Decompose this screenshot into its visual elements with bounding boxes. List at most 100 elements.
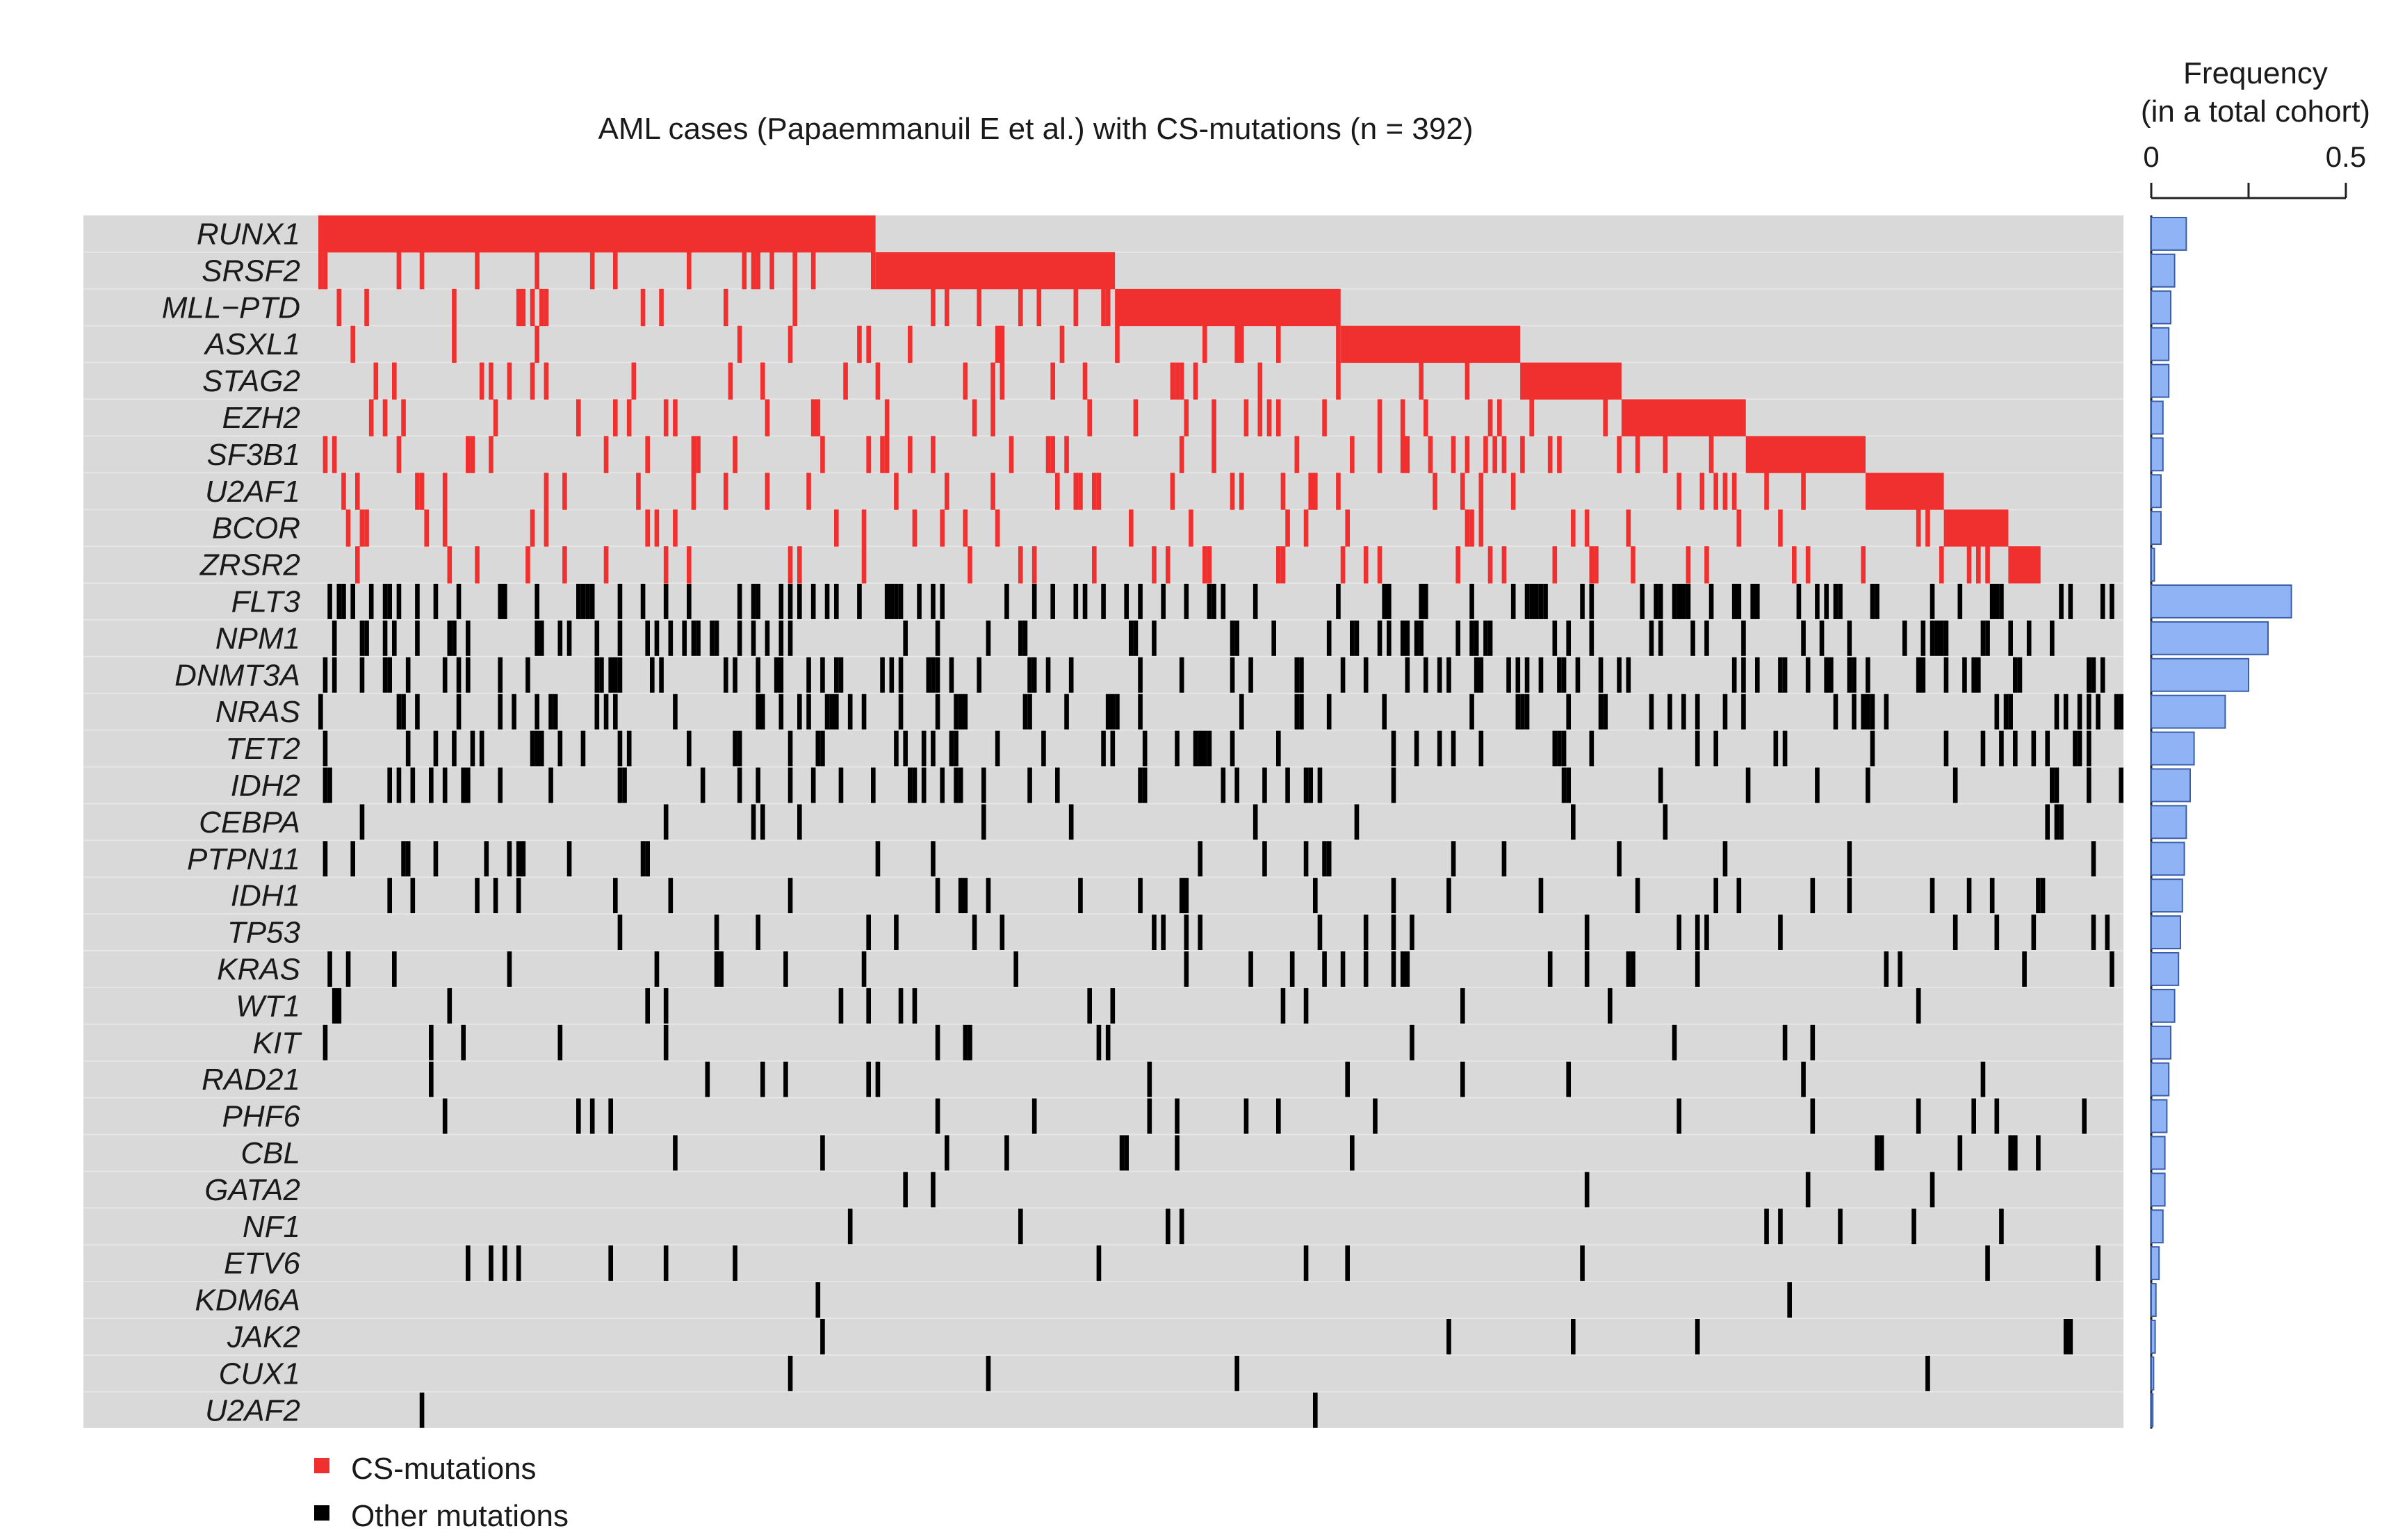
other-mutation-mark	[1363, 915, 1369, 950]
other-mutation-mark	[1243, 1098, 1249, 1134]
cs-mark	[1722, 473, 1728, 510]
frequency-bar-mll-ptd	[2151, 290, 2171, 325]
cs-mark	[880, 436, 885, 473]
other-mutation-mark	[1303, 1245, 1309, 1281]
other-mutation-mark	[323, 657, 328, 693]
cs-mark	[724, 288, 728, 327]
other-mutation-mark	[613, 657, 618, 693]
row-dividers	[83, 251, 2123, 1393]
chart-title: AML cases (Papaemmanuil E et al.) with C…	[598, 112, 1473, 146]
other-mutation-mark	[1957, 1135, 1963, 1171]
cs-mark	[1469, 509, 1474, 547]
cs-mark	[945, 288, 949, 327]
other-mutation-mark	[1212, 584, 1216, 619]
other-mutation-mark	[535, 730, 539, 767]
other-mutation-mark	[1561, 730, 1567, 767]
other-mutation-mark	[963, 878, 968, 914]
cs-mark	[1243, 399, 1249, 436]
other-mutation-mark	[1552, 730, 1558, 767]
other-mutation-mark	[756, 915, 760, 950]
cs-mark	[1202, 546, 1207, 584]
other-mutation-mark	[931, 841, 936, 877]
cs-mark	[489, 436, 494, 473]
gene-label-nf1: NF1	[243, 1210, 300, 1244]
other-mutation-mark	[857, 584, 862, 619]
other-mutation-mark	[1589, 620, 1594, 656]
other-mutation-mark	[1898, 951, 1902, 987]
other-mutation-mark	[1934, 620, 1939, 656]
other-mutation-mark	[1943, 657, 1949, 693]
cs-mark	[815, 399, 821, 436]
cs-mark	[1805, 546, 1811, 584]
other-mutation-mark	[1773, 730, 1779, 767]
other-mutation-mark	[1819, 620, 1825, 656]
other-mutation-mark	[1455, 620, 1460, 656]
frequency-bar-asxl1	[2151, 327, 2170, 361]
other-mutation-mark	[1234, 620, 1239, 656]
other-mutation-mark	[382, 584, 388, 619]
other-mutation-mark	[1262, 841, 1267, 877]
other-mutation-mark	[912, 767, 917, 803]
cs-mark	[636, 473, 641, 510]
cs-mark	[1492, 436, 1497, 473]
frequency-bar-ezh2	[2151, 400, 2164, 435]
cs-mark	[530, 509, 535, 547]
other-mutation-mark	[871, 767, 876, 803]
cs-mark	[1510, 473, 1516, 510]
cs-mark	[1460, 473, 1465, 510]
other-mutation-mark	[1617, 657, 1622, 693]
other-mutation-mark	[1179, 1209, 1184, 1245]
other-mutation-mark	[461, 767, 466, 803]
other-mutation-mark	[1875, 1135, 1879, 1171]
other-mutation-mark	[2073, 730, 2078, 767]
frequency-bar-phf6	[2151, 1099, 2168, 1133]
other-mutation-mark	[594, 657, 600, 693]
other-mutation-mark	[1419, 584, 1424, 619]
other-mutation-mark	[1635, 878, 1640, 914]
other-mutation-mark	[1410, 915, 1414, 950]
other-mutation-mark	[1027, 657, 1032, 693]
other-mutation-mark	[1175, 730, 1180, 767]
other-mutation-mark	[894, 730, 899, 767]
cs-block-9	[2008, 546, 2041, 584]
other-mutation-mark	[498, 584, 503, 619]
other-mutation-mark	[889, 657, 895, 693]
other-mutation-mark	[1884, 951, 1889, 987]
frequency-bar-idh1	[2151, 878, 2183, 913]
other-mutation-mark	[1695, 915, 1700, 950]
cs-mark	[788, 546, 793, 584]
cs-mark	[1925, 509, 1930, 547]
other-mutation-mark	[1460, 988, 1465, 1024]
other-mutation-mark	[1138, 657, 1143, 693]
other-mutation-mark	[1336, 584, 1341, 619]
other-mutation-mark	[921, 730, 927, 767]
other-mutation-mark	[1884, 694, 1889, 730]
other-mutation-mark	[1354, 620, 1360, 656]
cs-mark	[475, 546, 480, 584]
other-mutation-mark	[1239, 694, 1244, 730]
other-mutation-mark	[1133, 620, 1139, 656]
other-mutation-mark	[327, 767, 332, 803]
cs-mark	[1377, 546, 1382, 584]
other-mutation-mark	[834, 584, 839, 619]
other-mutation-mark	[392, 620, 397, 656]
cs-mark	[1050, 436, 1055, 473]
other-mutation-mark	[1952, 767, 1958, 803]
other-mutation-mark	[1833, 584, 1838, 619]
other-mutation-mark	[1866, 657, 1870, 693]
cs-mark	[1699, 473, 1705, 510]
other-mutation-mark	[1524, 657, 1530, 693]
cs-mark	[884, 436, 890, 473]
other-mutation-mark	[387, 584, 392, 619]
other-mutation-mark	[1193, 730, 1198, 767]
other-mutation-mark	[1096, 1024, 1102, 1060]
other-mutation-mark	[1695, 951, 1700, 987]
other-mutation-mark	[442, 767, 448, 803]
other-mutation-mark	[415, 584, 420, 619]
other-mutation-mark	[2013, 1135, 2018, 1171]
cs-mark	[792, 288, 797, 327]
other-mutation-mark	[461, 1024, 466, 1060]
other-mutation-mark	[1303, 841, 1309, 877]
cs-mark	[1239, 325, 1244, 363]
